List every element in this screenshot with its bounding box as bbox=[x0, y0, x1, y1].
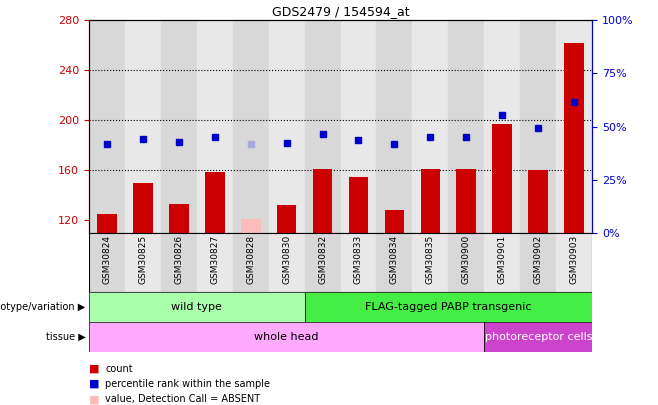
Bar bbox=[161, 20, 197, 233]
Bar bbox=[413, 233, 448, 292]
Bar bbox=[125, 233, 161, 292]
Bar bbox=[528, 171, 548, 233]
Bar bbox=[305, 292, 592, 322]
Text: photoreceptor cells: photoreceptor cells bbox=[484, 332, 592, 342]
Bar bbox=[448, 233, 484, 292]
Bar bbox=[484, 233, 520, 292]
Bar bbox=[233, 20, 268, 233]
Text: FLAG-tagged PABP transgenic: FLAG-tagged PABP transgenic bbox=[365, 302, 532, 312]
Bar bbox=[233, 233, 268, 292]
Bar bbox=[205, 172, 224, 233]
Text: percentile rank within the sample: percentile rank within the sample bbox=[105, 379, 270, 389]
Bar bbox=[492, 124, 512, 233]
Bar bbox=[413, 20, 448, 233]
Bar bbox=[484, 20, 520, 233]
Text: ■: ■ bbox=[89, 364, 99, 373]
Text: value, Detection Call = ABSENT: value, Detection Call = ABSENT bbox=[105, 394, 261, 404]
Bar bbox=[89, 233, 125, 292]
Bar bbox=[268, 20, 305, 233]
Text: GSM30901: GSM30901 bbox=[498, 234, 507, 284]
Bar bbox=[197, 233, 233, 292]
Bar bbox=[89, 292, 305, 322]
Bar bbox=[376, 20, 413, 233]
Text: GSM30832: GSM30832 bbox=[318, 234, 327, 284]
Bar bbox=[384, 210, 404, 233]
Bar bbox=[556, 233, 592, 292]
Bar bbox=[349, 177, 368, 233]
Bar bbox=[565, 43, 584, 233]
Text: GSM30825: GSM30825 bbox=[138, 234, 147, 284]
Text: tissue ▶: tissue ▶ bbox=[46, 332, 86, 342]
Text: GSM30903: GSM30903 bbox=[570, 234, 579, 284]
Text: GSM30830: GSM30830 bbox=[282, 234, 291, 284]
Text: wild type: wild type bbox=[171, 302, 222, 312]
Text: count: count bbox=[105, 364, 133, 373]
Text: ■: ■ bbox=[89, 379, 99, 389]
Bar bbox=[520, 20, 556, 233]
Bar bbox=[133, 183, 153, 233]
Text: ■: ■ bbox=[89, 394, 99, 404]
Bar bbox=[376, 233, 413, 292]
Bar bbox=[161, 233, 197, 292]
Bar bbox=[89, 20, 125, 233]
Bar bbox=[457, 169, 476, 233]
Text: GSM30828: GSM30828 bbox=[246, 234, 255, 284]
Text: GSM30833: GSM30833 bbox=[354, 234, 363, 284]
Bar bbox=[341, 233, 376, 292]
Text: GSM30827: GSM30827 bbox=[210, 234, 219, 284]
Text: GSM30834: GSM30834 bbox=[390, 234, 399, 284]
Bar bbox=[420, 169, 440, 233]
Text: genotype/variation ▶: genotype/variation ▶ bbox=[0, 302, 86, 312]
Bar bbox=[305, 233, 341, 292]
Bar bbox=[313, 169, 332, 233]
Text: GSM30902: GSM30902 bbox=[534, 234, 543, 284]
Bar bbox=[241, 219, 261, 233]
Bar bbox=[484, 322, 592, 352]
Bar bbox=[305, 20, 341, 233]
Title: GDS2479 / 154594_at: GDS2479 / 154594_at bbox=[272, 5, 409, 18]
Bar bbox=[125, 20, 161, 233]
Bar bbox=[448, 20, 484, 233]
Bar bbox=[556, 20, 592, 233]
Bar bbox=[89, 322, 484, 352]
Bar bbox=[97, 214, 116, 233]
Text: whole head: whole head bbox=[255, 332, 319, 342]
Bar bbox=[277, 205, 297, 233]
Text: GSM30826: GSM30826 bbox=[174, 234, 183, 284]
Text: GSM30900: GSM30900 bbox=[462, 234, 471, 284]
Text: GSM30835: GSM30835 bbox=[426, 234, 435, 284]
Bar bbox=[520, 233, 556, 292]
Bar bbox=[169, 204, 189, 233]
Text: GSM30824: GSM30824 bbox=[102, 234, 111, 284]
Bar bbox=[268, 233, 305, 292]
Bar bbox=[197, 20, 233, 233]
Bar bbox=[341, 20, 376, 233]
